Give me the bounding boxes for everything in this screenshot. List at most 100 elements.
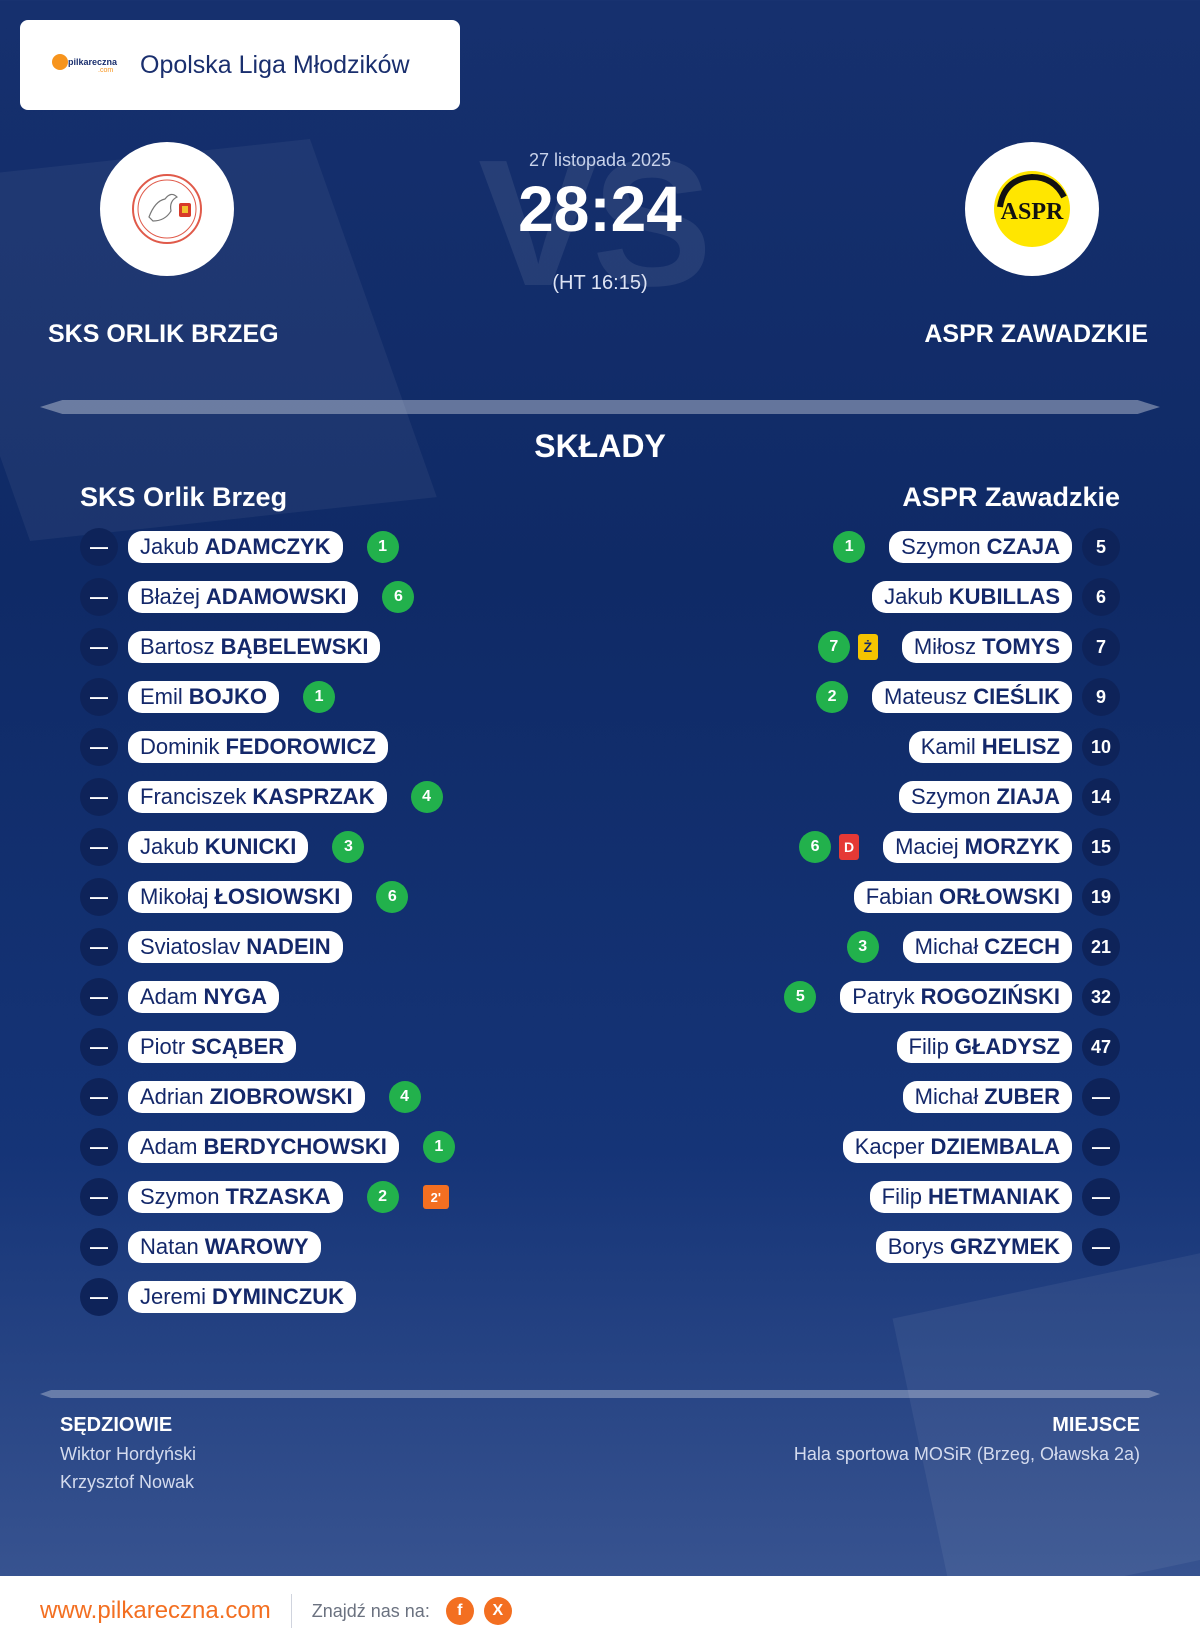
referee-name: Krzysztof Nowak	[60, 1472, 195, 1492]
shirt-number: —	[80, 878, 118, 916]
player-surname: MORZYK	[964, 834, 1060, 859]
player-row: Szymon ZIAJA 14	[784, 772, 1120, 822]
player-name: Adam BERDYCHOWSKI	[128, 1131, 399, 1163]
player-row: — Jeremi DYMINCZUK	[80, 1272, 455, 1322]
player-first-name: Natan	[140, 1234, 199, 1259]
match-date: 27 listopada 2025	[528, 150, 672, 170]
venue-name: Hala sportowa MOSiR (Brzeg, Oławska 2a)	[793, 1444, 1140, 1464]
player-row: 5 Patryk ROGOZIŃSKI 32	[784, 972, 1120, 1022]
goals-badge: 4	[410, 781, 443, 813]
shirt-number: —	[1082, 1228, 1120, 1266]
player-row: Filip HETMANIAK —	[784, 1172, 1120, 1222]
site-link[interactable]: www.pilkareczna.com	[40, 1597, 271, 1624]
shirt-number: 9	[1082, 678, 1120, 716]
yellow-card-badge: Ż	[857, 634, 878, 660]
player-surname: ZUBER	[984, 1084, 1060, 1109]
player-surname: ADAMOWSKI	[205, 584, 347, 609]
shirt-number: —	[80, 728, 118, 766]
player-row: — Szymon TRZASKA 2 2'	[80, 1172, 455, 1222]
player-row: Filip GŁADYSZ 47	[784, 1022, 1120, 1072]
shirt-number: —	[80, 778, 118, 816]
home-lineup: — Jakub ADAMCZYK 1— Błażej ADAMOWSKI 6— Bartosz…	[80, 522, 455, 1322]
player-row: Jakub KUBILLAS 6	[784, 572, 1120, 622]
shirt-number: 7	[1082, 628, 1120, 666]
venue-title: MIEJSCE	[1052, 1414, 1140, 1436]
facebook-icon[interactable]: f	[445, 1597, 474, 1625]
player-first-name: Szymon	[910, 784, 991, 809]
player-name: Szymon CZAJA	[889, 531, 1072, 563]
player-row: — Błażej ADAMOWSKI 6	[80, 572, 455, 622]
shirt-number: —	[1082, 1178, 1120, 1216]
player-name: Adam NYGA	[128, 981, 280, 1013]
away-team-crest: ASPR	[965, 142, 1099, 276]
player-surname: ZIOBROWSKI	[209, 1084, 353, 1109]
player-name: Patryk ROGOZIŃSKI	[840, 981, 1072, 1013]
goals-badge: 4	[388, 1081, 421, 1113]
player-surname: TRZASKA	[225, 1184, 331, 1209]
vs-watermark: VS	[478, 123, 712, 324]
player-name: Fabian ORŁOWSKI	[853, 881, 1072, 913]
player-surname: WAROWY	[204, 1234, 309, 1259]
player-row: — Natan WAROWY	[80, 1222, 455, 1272]
player-surname: BOJKO	[188, 684, 268, 709]
footer-separator	[290, 1594, 292, 1628]
shirt-number: —	[80, 1278, 118, 1316]
goals-badge: 2	[366, 1181, 399, 1213]
home-lineup-title: SKS Orlik Brzeg	[80, 482, 288, 512]
player-row: Borys GRZYMEK —	[784, 1222, 1120, 1272]
player-name: Jakub KUBILLAS	[872, 581, 1072, 613]
player-surname: ŁOSIOWSKI	[214, 884, 341, 909]
home-team-name: SKS ORLIK BRZEG	[48, 320, 279, 348]
player-first-name: Fabian	[865, 884, 933, 909]
player-row: — Jakub ADAMCZYK 1	[80, 522, 455, 572]
away-lineup-title: ASPR Zawadzkie	[902, 482, 1120, 512]
player-surname: KUNICKI	[204, 834, 297, 859]
player-row: — Adam NYGA	[80, 972, 455, 1022]
player-first-name: Filip	[908, 1034, 949, 1059]
player-surname: NADEIN	[246, 934, 331, 959]
player-name: Filip GŁADYSZ	[896, 1031, 1072, 1063]
player-row: 1 Szymon CZAJA 5	[784, 522, 1120, 572]
player-name: Miłosz TOMYS	[901, 631, 1072, 663]
aspr-crest-icon: ASPR	[994, 171, 1070, 247]
player-surname: BERDYCHOWSKI	[203, 1134, 387, 1159]
player-first-name: Szymon	[901, 534, 981, 559]
shirt-number: 21	[1082, 928, 1120, 966]
goals-badge: 6	[799, 831, 832, 863]
player-row: — Adrian ZIOBROWSKI 4	[80, 1072, 455, 1122]
shirt-number: 19	[1082, 878, 1120, 916]
shirt-number: —	[80, 1078, 118, 1116]
shirt-number: 14	[1082, 778, 1120, 816]
lineups-title: SKŁADY	[534, 428, 666, 464]
player-row: — Adam BERDYCHOWSKI 1	[80, 1122, 455, 1172]
player-surname: CZECH	[984, 934, 1060, 959]
player-name: Filip HETMANIAK	[869, 1181, 1072, 1213]
player-first-name: Adrian	[140, 1084, 204, 1109]
svg-text:ASPR: ASPR	[1001, 199, 1064, 225]
player-surname: GŁADYSZ	[954, 1034, 1060, 1059]
divider	[40, 1390, 1160, 1398]
player-row: 2 Mateusz CIEŚLIK 9	[784, 672, 1120, 722]
player-first-name: Adam	[140, 1134, 198, 1159]
player-first-name: Dominik	[140, 734, 220, 759]
player-first-name: Adam	[140, 984, 198, 1009]
shirt-number: —	[80, 628, 118, 666]
home-team-crest	[100, 142, 234, 276]
find-us-label: Znajdź nas na:	[311, 1600, 430, 1621]
goals-badge: 1	[833, 531, 866, 563]
red-card-badge: D	[839, 834, 860, 860]
player-row: — Jakub KUNICKI 3	[80, 822, 455, 872]
player-surname: KASPRZAK	[252, 784, 375, 809]
player-surname: CIEŚLIK	[973, 684, 1060, 709]
player-row: — Mikołaj ŁOSIOWSKI 6	[80, 872, 455, 922]
goals-badge: 6	[376, 881, 409, 913]
player-name: Maciej MORZYK	[883, 831, 1072, 863]
player-surname: ADAMCZYK	[204, 534, 331, 559]
shirt-number: —	[80, 1028, 118, 1066]
player-surname: ROGOZIŃSKI	[920, 984, 1060, 1009]
player-name: Piotr SCĄBER	[128, 1031, 297, 1063]
player-name: Kamil HELISZ	[908, 731, 1072, 763]
x-icon[interactable]: X	[483, 1597, 512, 1625]
shirt-number: 47	[1082, 1028, 1120, 1066]
player-surname: SCĄBER	[191, 1034, 285, 1059]
